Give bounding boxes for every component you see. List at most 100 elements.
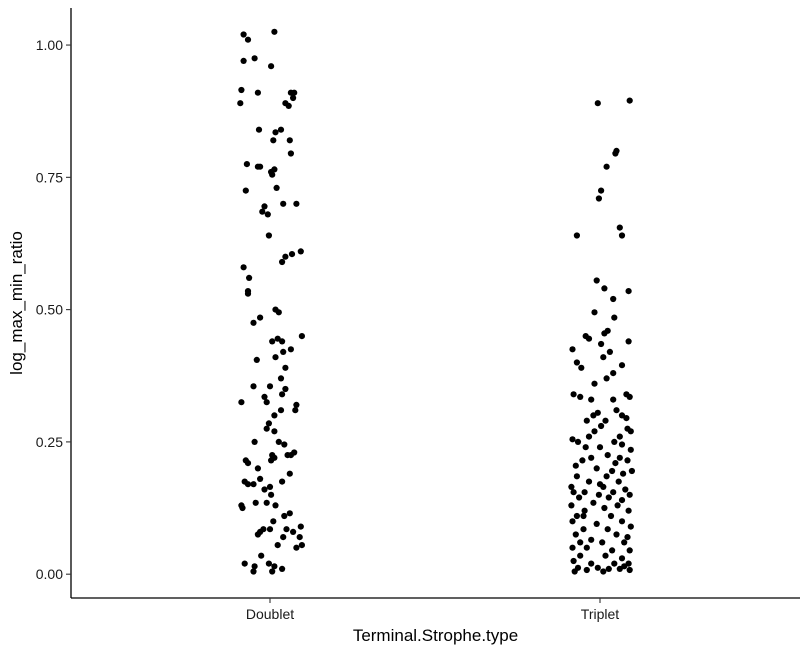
data-point xyxy=(254,531,261,538)
data-point xyxy=(277,407,285,414)
data-point xyxy=(611,314,618,321)
data-point xyxy=(568,502,575,509)
data-point xyxy=(627,428,634,435)
data-point xyxy=(578,364,585,371)
data-point xyxy=(271,428,278,435)
data-point xyxy=(296,534,303,541)
data-point xyxy=(288,251,296,258)
data-point xyxy=(626,393,633,400)
x-tick-label: Doublet xyxy=(246,606,294,622)
data-point xyxy=(610,370,617,377)
data-point xyxy=(621,539,628,546)
axes-layer: 0.00 0.25 0.50 0.75 1.00 Doublet Triplet xyxy=(36,8,800,622)
data-point xyxy=(286,137,293,144)
data-point xyxy=(282,253,289,260)
data-point xyxy=(604,526,611,533)
data-point xyxy=(601,504,608,512)
data-point xyxy=(593,465,600,472)
data-point xyxy=(257,475,264,482)
data-point xyxy=(254,465,261,472)
data-point xyxy=(241,560,248,567)
data-point xyxy=(298,333,305,340)
data-point xyxy=(277,126,285,133)
data-point xyxy=(573,359,581,366)
data-point xyxy=(279,478,286,485)
data-point xyxy=(263,499,270,506)
data-point xyxy=(266,383,274,390)
data-point xyxy=(570,557,577,565)
data-point xyxy=(593,520,600,528)
data-point xyxy=(596,481,604,488)
data-point xyxy=(577,539,584,546)
data-point xyxy=(590,499,597,506)
data-point xyxy=(569,518,576,525)
data-point xyxy=(577,552,584,559)
data-point xyxy=(297,523,304,530)
data-point xyxy=(291,89,298,96)
y-tick-label: 0.00 xyxy=(36,566,63,582)
data-point xyxy=(618,555,626,562)
data-point xyxy=(283,526,290,533)
data-point xyxy=(601,330,608,337)
data-point xyxy=(618,232,626,239)
data-point xyxy=(623,415,630,422)
data-point xyxy=(626,97,633,104)
data-point xyxy=(280,200,287,207)
data-point xyxy=(618,362,626,369)
data-point xyxy=(252,499,259,506)
data-point xyxy=(610,489,617,496)
data-point xyxy=(600,354,607,361)
data-point xyxy=(580,512,587,520)
data-point xyxy=(581,507,588,514)
data-point xyxy=(583,417,590,424)
data-point xyxy=(271,166,278,173)
data-point xyxy=(609,467,616,475)
data-point xyxy=(293,544,300,551)
data-point xyxy=(601,285,608,292)
data-point xyxy=(275,438,282,445)
data-point xyxy=(588,560,595,567)
data-point xyxy=(244,290,252,297)
data-point xyxy=(580,526,587,533)
data-point xyxy=(574,438,582,445)
data-point xyxy=(251,55,258,62)
x-ticks: Doublet Triplet xyxy=(246,598,619,622)
data-point xyxy=(279,565,286,573)
data-point xyxy=(618,441,626,448)
data-point xyxy=(598,340,605,348)
data-point xyxy=(596,444,604,451)
data-point xyxy=(572,531,579,538)
data-point xyxy=(244,481,252,488)
data-point xyxy=(272,354,279,361)
data-point xyxy=(606,348,614,355)
data-point xyxy=(274,542,281,549)
data-point xyxy=(257,163,264,170)
data-point xyxy=(272,502,279,509)
data-point xyxy=(569,436,576,443)
data-point xyxy=(585,478,593,485)
data-point xyxy=(588,396,595,403)
data-point xyxy=(279,258,286,266)
data-point xyxy=(612,150,619,157)
data-point xyxy=(603,163,610,170)
y-ticks: 0.00 0.25 0.50 0.75 1.00 xyxy=(36,37,71,582)
data-point xyxy=(610,396,617,403)
y-tick-label: 0.25 xyxy=(36,434,63,450)
data-point xyxy=(594,564,601,571)
data-point xyxy=(261,486,268,493)
data-point xyxy=(626,547,633,554)
data-point xyxy=(613,407,620,414)
data-point xyxy=(616,224,623,231)
data-point xyxy=(609,547,616,554)
data-point xyxy=(268,63,275,70)
data-point xyxy=(603,473,610,480)
data-point xyxy=(625,288,632,295)
y-tick-label: 0.50 xyxy=(36,302,63,318)
data-point xyxy=(244,36,252,43)
data-point xyxy=(290,528,297,536)
data-point xyxy=(588,454,595,461)
data-point xyxy=(613,531,620,538)
data-point xyxy=(611,560,618,567)
data-point xyxy=(568,483,575,490)
